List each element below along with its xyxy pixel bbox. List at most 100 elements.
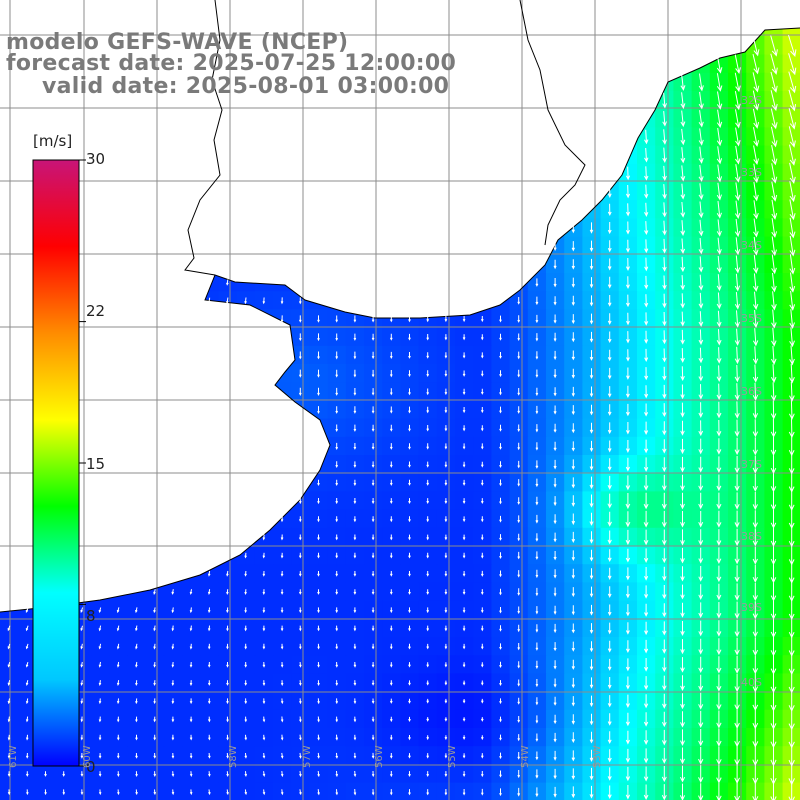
- wind-arrow: [371, 789, 375, 796]
- wind-arrow: [280, 552, 284, 559]
- wind-arrow: [752, 583, 758, 602]
- wind-arrow: [734, 456, 740, 474]
- wind-arrow: [680, 92, 686, 110]
- wind-arrow: [353, 351, 357, 360]
- wind-arrow: [371, 662, 375, 668]
- wind-arrow: [607, 586, 612, 598]
- wind-arrow: [353, 607, 357, 614]
- wind-arrow: [734, 218, 741, 238]
- wind-arrow: [462, 552, 466, 559]
- wind-arrow: [644, 385, 649, 399]
- wind-arrow: [734, 91, 741, 111]
- wind-arrow: [462, 334, 466, 341]
- wind-arrow: [262, 589, 266, 595]
- wind-arrow: [208, 771, 211, 777]
- wind-arrow: [353, 770, 357, 778]
- wind-arrow: [680, 693, 685, 710]
- wind-arrow: [771, 163, 778, 184]
- wind-arrow: [335, 607, 339, 614]
- wind-arrow: [517, 661, 521, 669]
- wind-arrow: [680, 657, 685, 673]
- wind-arrow: [426, 516, 430, 523]
- wind-arrow: [444, 643, 448, 650]
- wind-arrow: [607, 622, 612, 635]
- wind-arrow: [517, 406, 521, 414]
- wind-arrow: [208, 734, 211, 741]
- wind-arrow: [716, 602, 722, 619]
- wind-arrow: [462, 589, 466, 595]
- wind-arrow: [698, 710, 704, 729]
- wind-arrow: [788, 34, 797, 58]
- wind-arrow: [517, 515, 521, 524]
- wind-arrow: [389, 424, 393, 432]
- wind-arrow: [734, 328, 740, 346]
- wind-arrow: [408, 406, 411, 414]
- wind-arrow: [589, 277, 594, 289]
- wind-arrow: [135, 716, 138, 723]
- wind-arrow: [408, 388, 411, 396]
- wind-arrow: [371, 351, 375, 360]
- wind-arrow: [371, 315, 375, 323]
- wind-arrow: [389, 625, 393, 632]
- wind-arrow: [135, 607, 138, 614]
- wind-arrow: [317, 625, 320, 632]
- wind-arrow: [98, 753, 102, 759]
- wind-arrow: [644, 621, 649, 636]
- wind-arrow: [462, 516, 466, 523]
- wind-arrow: [408, 589, 411, 595]
- wind-arrow: [607, 458, 612, 472]
- wind-arrow: [770, 364, 777, 384]
- wind-arrow: [499, 770, 502, 778]
- wind-arrow: [317, 534, 320, 541]
- wind-arrow: [607, 785, 612, 800]
- wind-arrow: [625, 529, 631, 546]
- wind-arrow: [299, 734, 302, 741]
- wind-arrow: [226, 279, 229, 286]
- colorbar-tick-label: 8: [86, 607, 96, 625]
- wind-arrow: [117, 789, 120, 796]
- wind-arrow: [625, 548, 631, 563]
- wind-arrow: [80, 661, 84, 668]
- wind-arrow: [408, 498, 411, 505]
- wind-arrow: [480, 352, 484, 359]
- wind-arrow: [389, 643, 393, 650]
- wind-arrow: [244, 716, 248, 723]
- wind-arrow: [480, 662, 484, 668]
- wind-arrow: [426, 735, 430, 741]
- wind-arrow: [770, 418, 777, 438]
- wind-arrow: [317, 716, 320, 723]
- wind-arrow: [535, 296, 539, 306]
- wind-arrow: [553, 369, 557, 379]
- wind-arrow: [444, 753, 448, 759]
- wind-arrow: [444, 334, 448, 341]
- wind-arrow: [408, 370, 411, 378]
- wind-arrow: [189, 661, 193, 668]
- wind-arrow: [153, 771, 157, 777]
- wind-arrow: [499, 443, 502, 450]
- wind-arrow: [571, 386, 575, 397]
- wind-arrow: [26, 789, 29, 796]
- wind-arrow: [716, 710, 722, 729]
- wind-arrow: [625, 457, 630, 472]
- wind-arrow: [317, 698, 320, 705]
- wind-arrow: [499, 570, 502, 578]
- wind-arrow: [335, 461, 339, 469]
- wind-arrow: [625, 676, 630, 690]
- wind-arrow: [335, 406, 339, 414]
- wind-arrow: [353, 643, 357, 650]
- wind-arrow: [571, 495, 576, 507]
- wind-arrow: [734, 346, 740, 365]
- wind-arrow: [153, 789, 157, 796]
- wind-arrow: [589, 641, 594, 653]
- wind-arrow: [716, 127, 723, 147]
- wind-arrow: [716, 746, 722, 766]
- wind-arrow: [535, 424, 539, 433]
- wind-arrow: [752, 273, 759, 292]
- wind-arrow: [226, 734, 229, 741]
- wind-arrow: [371, 424, 375, 432]
- wind-arrow: [408, 716, 411, 723]
- wind-arrow: [371, 333, 375, 341]
- latitude-label: 32S: [741, 94, 762, 107]
